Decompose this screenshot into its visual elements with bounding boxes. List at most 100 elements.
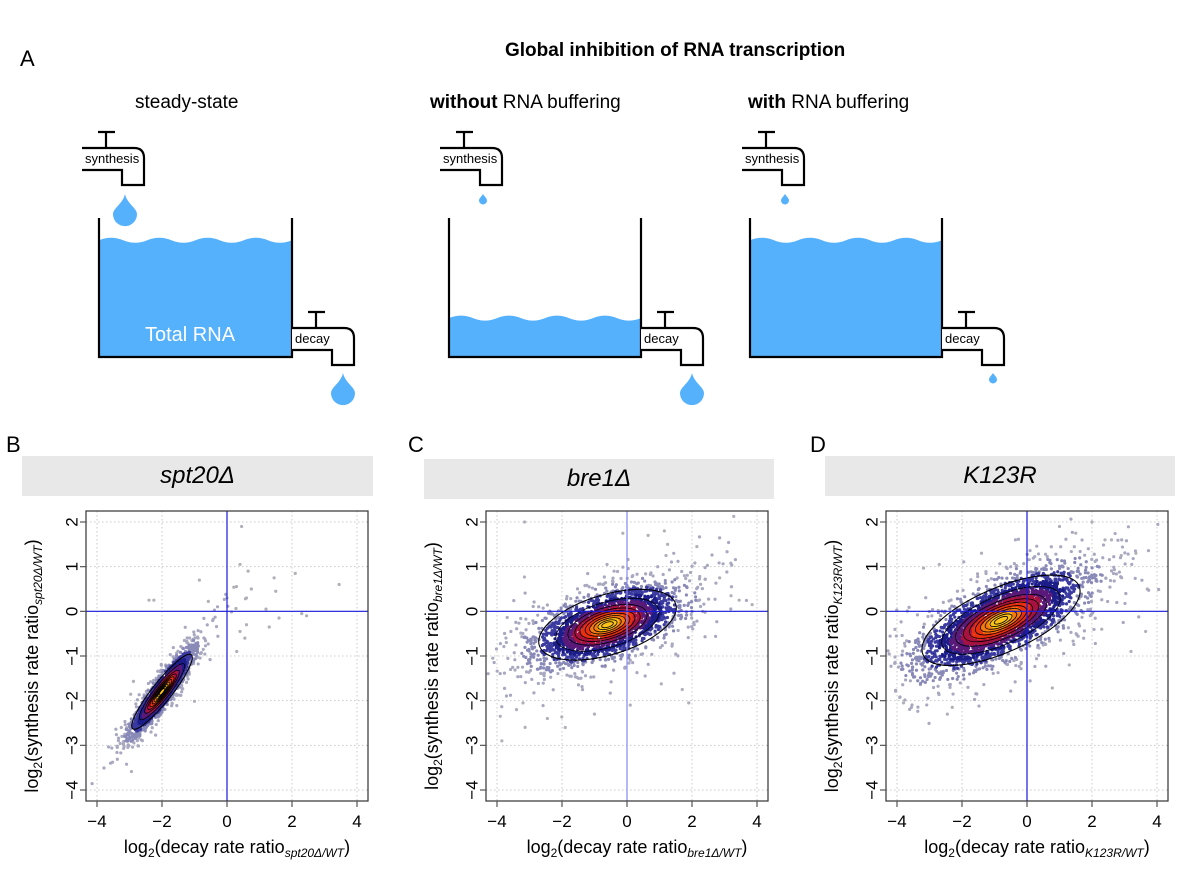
- strip-title-spt20: spt20Δ: [22, 456, 373, 496]
- data-point: [102, 766, 106, 770]
- data-point: [737, 598, 741, 602]
- synthesis-drop: [781, 194, 789, 205]
- data-point: [652, 594, 657, 598]
- data-point: [530, 677, 534, 682]
- data-point: [638, 607, 642, 611]
- data-point: [544, 616, 548, 620]
- data-point: [635, 671, 639, 675]
- y-axis-label: log2(synthesis rate ratiospt20Δ/WT): [22, 539, 45, 792]
- data-point: [184, 680, 189, 684]
- data-point: [502, 686, 507, 690]
- data-point: [552, 648, 557, 652]
- data-point: [536, 653, 540, 657]
- data-point: [607, 602, 612, 606]
- data-point: [178, 650, 183, 655]
- data-point: [206, 599, 210, 603]
- data-point: [598, 658, 602, 662]
- data-point: [596, 652, 600, 656]
- data-point: [234, 584, 239, 589]
- data-point: [676, 559, 680, 563]
- data-point: [565, 594, 569, 599]
- data-point: [580, 669, 584, 674]
- data-point: [630, 592, 634, 596]
- tap-label: synthesis: [745, 151, 800, 166]
- data-point: [744, 598, 749, 603]
- data-point: [520, 651, 524, 655]
- data-point: [717, 561, 721, 565]
- density-contours: [538, 588, 677, 661]
- data-point: [232, 585, 236, 589]
- plot-area: [86, 511, 368, 801]
- data-point: [688, 579, 692, 583]
- data-point: [649, 595, 654, 599]
- data-point: [592, 647, 597, 651]
- data-point: [511, 665, 515, 669]
- data-point: [580, 684, 584, 689]
- data-point: [194, 653, 198, 657]
- y-axis-label-close: ): [22, 539, 42, 545]
- data-point: [662, 633, 667, 637]
- data-point: [521, 631, 525, 636]
- data-point: [523, 681, 527, 685]
- contour-line: [567, 604, 648, 646]
- strip-title-k123r: K123R: [825, 456, 1175, 496]
- data-point: [192, 633, 196, 637]
- data-point: [529, 664, 533, 669]
- data-point: [197, 578, 201, 582]
- data-point: [562, 660, 566, 664]
- data-point: [586, 594, 590, 598]
- strip-title-bre1: bre1Δ: [424, 459, 774, 499]
- data-point: [160, 670, 164, 675]
- data-point: [110, 760, 115, 764]
- data-point: [592, 675, 596, 679]
- data-point: [305, 614, 309, 618]
- data-point: [647, 602, 651, 606]
- data-point: [602, 652, 607, 656]
- data-point: [187, 636, 192, 640]
- water-level: [750, 237, 942, 357]
- data-point: [670, 642, 674, 646]
- data-point: [559, 606, 563, 610]
- data-point: [687, 701, 691, 705]
- data-point: [556, 654, 561, 658]
- data-point: [579, 676, 583, 680]
- data-point: [662, 636, 666, 640]
- data-point: [514, 708, 519, 712]
- data-point: [680, 687, 684, 692]
- data-point: [682, 603, 686, 607]
- data-point: [192, 630, 196, 634]
- data-point: [602, 575, 606, 579]
- synthesis-tap: synthesis: [82, 130, 146, 187]
- data-point: [657, 594, 661, 598]
- data-point: [214, 625, 219, 629]
- tap-label: synthesis: [85, 151, 140, 166]
- data-point: [519, 674, 523, 679]
- decay-tap: decay: [292, 310, 356, 367]
- x-axis-label-subscript: spt20Δ/WT: [285, 846, 346, 860]
- data-point: [573, 671, 577, 676]
- data-point: [557, 621, 561, 625]
- x-axis-label-text: (decay rate ratio: [155, 837, 285, 857]
- data-point: [628, 703, 632, 707]
- data-point: [612, 569, 616, 573]
- data-point: [650, 652, 654, 656]
- data-point: [631, 661, 635, 665]
- data-point: [545, 603, 549, 607]
- data-point: [498, 641, 503, 646]
- data-point: [729, 594, 733, 598]
- data-point: [538, 658, 542, 662]
- data-point: [575, 587, 580, 591]
- data-point: [568, 674, 572, 678]
- scenario-title-without: without RNA buffering: [430, 92, 621, 114]
- data-point: [700, 587, 704, 591]
- data-point: [506, 656, 510, 660]
- data-point: [603, 664, 607, 668]
- data-point: [110, 746, 114, 750]
- data-point: [703, 635, 707, 639]
- data-point: [121, 742, 126, 746]
- y-tick-label: −2: [63, 691, 82, 710]
- data-point: [670, 590, 674, 595]
- data-point: [196, 662, 200, 666]
